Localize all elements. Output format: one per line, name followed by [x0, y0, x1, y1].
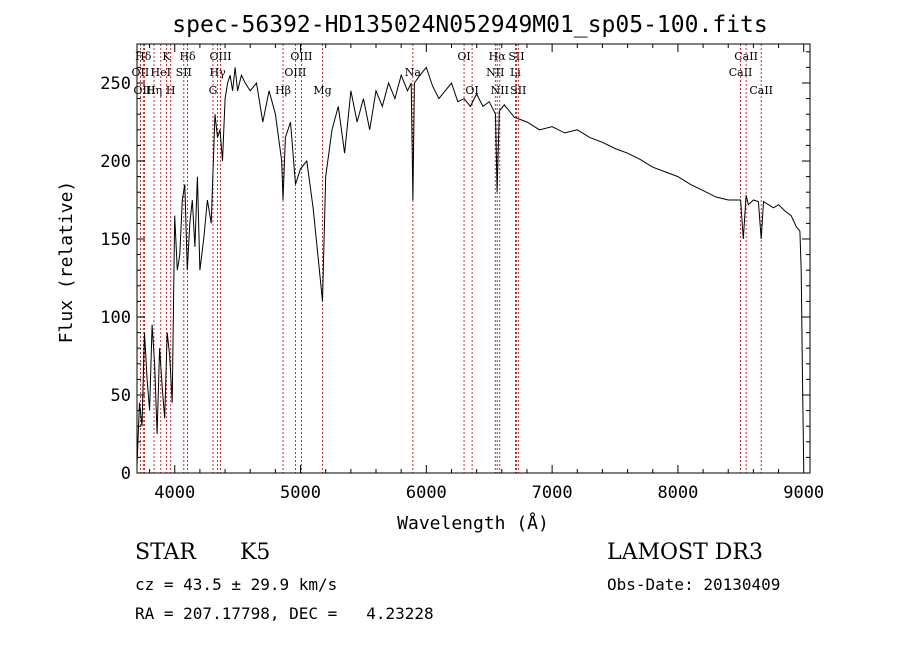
y-tick-label: 250	[100, 74, 131, 94]
line-marker-label: Hδ	[135, 50, 152, 63]
line-marker-label: H	[166, 84, 176, 97]
spectrum-line	[136, 66, 805, 466]
line-marker-label: Mg	[313, 84, 331, 97]
y-tick-label: 50	[111, 386, 131, 406]
y-axis-label: Flux (relative)	[56, 181, 77, 344]
redshift-text: cz = 43.5 ± 29.9 km/s	[135, 575, 338, 594]
x-tick-label: 6000	[406, 483, 447, 503]
chart-title: spec-56392-HD135024N052949M01_sp05-100.f…	[172, 12, 767, 38]
subclass: K5	[240, 540, 271, 565]
x-tick-label: 8000	[657, 483, 698, 503]
line-marker-label: OIII	[134, 84, 156, 97]
line-marker-label: OI	[465, 84, 478, 97]
line-marker-label: NII	[491, 84, 509, 97]
x-axis-label: Wavelength (Å)	[397, 512, 549, 534]
line-marker-label: SII	[176, 66, 192, 79]
line-marker-label: SII	[508, 50, 524, 63]
line-marker-label: Hγ	[210, 66, 227, 79]
x-tick-label: 7000	[532, 483, 573, 503]
line-marker-label: OII	[132, 66, 150, 79]
y-tick-label: 100	[100, 308, 131, 328]
y-tick-label: 200	[100, 152, 131, 172]
line-marker-label: K	[162, 50, 171, 63]
x-axis: 4000 5000 6000 7000 8000 9000	[149, 44, 824, 503]
line-marker-label: CaII	[734, 50, 758, 63]
line-marker-label: OIII	[290, 50, 312, 63]
line-marker-label: Hβ	[275, 84, 291, 97]
x-tick-label: 4000	[154, 483, 195, 503]
line-marker-label: OI	[457, 50, 470, 63]
line-marker-label: Na	[405, 66, 422, 79]
line-marker-label: Hδ	[179, 50, 196, 63]
line-marker-label: SII	[510, 84, 526, 97]
line-marker-label: OIII	[284, 66, 306, 79]
x-tick-label: 5000	[280, 483, 321, 503]
x-tick-label: 9000	[783, 483, 824, 503]
line-marker-label: OIII	[209, 50, 231, 63]
plot-frame	[136, 43, 811, 474]
obs-date: Obs-Date: 20130409	[607, 575, 781, 594]
line-marker-label: Hα	[489, 50, 507, 63]
object-class: STAR	[135, 540, 196, 565]
line-marker-label: NII	[486, 66, 504, 79]
y-tick-label: 150	[100, 230, 131, 250]
coordinates-text: RA = 207.17798, DEC = 4.23228	[135, 604, 434, 623]
line-marker-label: HeI	[151, 66, 171, 79]
y-axis: 0 50 100 150 200 250	[100, 51, 810, 484]
line-marker-label: Hη	[146, 84, 162, 97]
line-marker-label: G	[209, 84, 218, 97]
y-tick-label: 0	[121, 464, 131, 484]
line-marker-label: Li	[510, 66, 521, 79]
line-marker-label: CaII	[729, 66, 753, 79]
line-marker-label: CaII	[749, 84, 773, 97]
survey-label: LAMOST DR3	[607, 540, 763, 565]
